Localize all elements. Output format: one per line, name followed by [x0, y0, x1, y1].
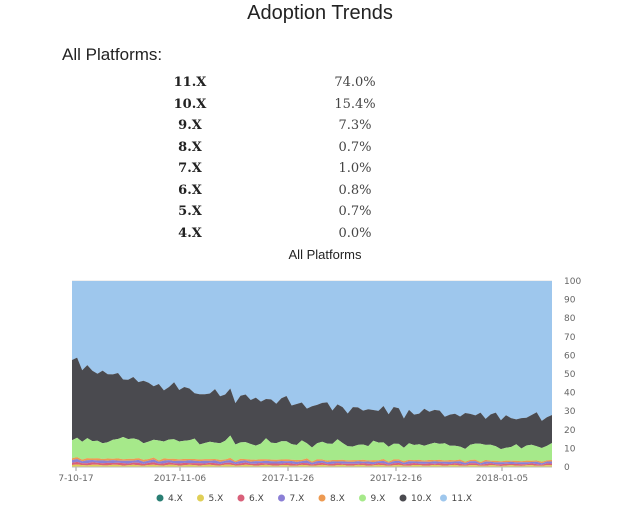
- version-row: 6.X 0.8%: [140, 180, 470, 202]
- version-percent: 15.4%: [334, 96, 376, 112]
- version-percent: 0.7%: [338, 204, 372, 220]
- legend-marker-9x: [359, 494, 366, 502]
- version-row: 4.X 0.0%: [140, 223, 470, 245]
- legend-marker-11x: [440, 494, 447, 502]
- version-percent: 74.0%: [334, 75, 376, 91]
- x-tick-label: 2017-11-06: [154, 474, 207, 484]
- legend-label: 9.X: [371, 494, 386, 504]
- legend-label: 4.X: [168, 494, 183, 504]
- version-percent: 0.8%: [338, 182, 372, 198]
- version-label: 8.X: [178, 139, 202, 155]
- version-label: 10.X: [173, 96, 207, 112]
- version-row: 7.X 1.0%: [140, 158, 470, 180]
- legend-marker-7x: [278, 494, 285, 502]
- y-tick-label: 0: [564, 463, 570, 473]
- area-9x: [72, 435, 552, 463]
- y-tick-label: 10: [564, 444, 576, 454]
- x-tick-label: 2017-12-16: [370, 474, 423, 484]
- legend-marker-5x: [197, 494, 204, 502]
- version-label: 11.X: [173, 75, 207, 91]
- version-row: 5.X 0.7%: [140, 201, 470, 223]
- area-10x: [72, 357, 552, 450]
- y-tick-label: 40: [564, 389, 576, 399]
- version-percent: 0.0%: [338, 225, 372, 241]
- chart-title: All Platforms: [288, 247, 362, 262]
- version-label: 6.X: [178, 182, 202, 198]
- y-tick-label: 100: [564, 277, 581, 287]
- y-tick-label: 80: [564, 314, 576, 324]
- version-label: 7.X: [178, 161, 202, 177]
- version-percent: 7.3%: [338, 118, 372, 134]
- area-8x: [72, 457, 552, 464]
- version-percent: 1.0%: [338, 161, 372, 177]
- y-tick-label: 30: [564, 407, 576, 417]
- y-tick-label: 20: [564, 426, 576, 436]
- version-label: 4.X: [178, 225, 202, 241]
- area-11x: [72, 281, 552, 421]
- y-tick-label: 90: [564, 296, 576, 306]
- x-tick-label: 2017-11-26: [262, 474, 315, 484]
- legend-label: 11.X: [452, 494, 472, 504]
- legend-label: 10.X: [411, 494, 431, 504]
- legend-marker-10x: [399, 494, 407, 502]
- legend-label: 5.X: [209, 494, 224, 504]
- version-label: 9.X: [178, 118, 202, 134]
- version-row: 8.X 0.7%: [140, 137, 470, 159]
- section-heading: All Platforms:: [62, 45, 163, 64]
- area-6x: [72, 461, 552, 466]
- version-row: 10.X 15.4%: [140, 94, 470, 116]
- x-tick-label: 7-10-17: [58, 474, 93, 484]
- y-tick-label: 60: [564, 351, 576, 361]
- legend-label: 6.X: [249, 494, 264, 504]
- legend-marker-4x: [156, 494, 164, 502]
- y-tick-label: 70: [564, 333, 576, 343]
- legend-label: 8.X: [330, 494, 345, 504]
- legend-marker-8x: [318, 494, 326, 502]
- legend-label: 7.X: [290, 494, 305, 504]
- area-5x: [72, 464, 552, 467]
- legend-marker-6x: [237, 494, 245, 502]
- version-row: 9.X 7.3%: [140, 115, 470, 137]
- y-tick-label: 50: [564, 370, 576, 380]
- version-table: 11.X 74.0% 10.X 15.4% 9.X 7.3% 8.X 0.7% 7.X 1.0% 6…: [140, 72, 470, 244]
- version-label: 5.X: [178, 204, 202, 220]
- area-7x: [72, 459, 552, 465]
- page-title: Adoption Trends: [247, 2, 393, 24]
- version-row: 11.X 74.0%: [140, 72, 470, 94]
- x-tick-label: 2018-01-05: [476, 474, 528, 484]
- version-percent: 0.7%: [338, 139, 372, 155]
